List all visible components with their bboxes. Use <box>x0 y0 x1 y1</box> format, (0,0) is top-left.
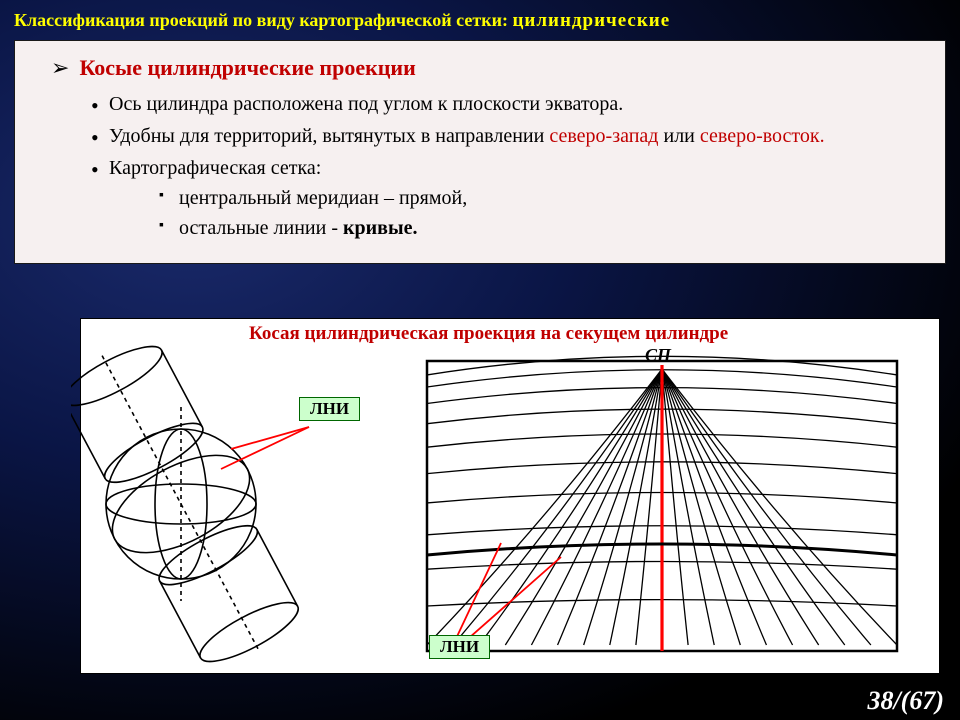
sub-bullet-1: центральный меридиан – прямой, <box>179 183 921 213</box>
bullet-list: Ось цилиндра расположена под углом к пло… <box>39 89 921 243</box>
lni-label-2: ЛНИ <box>429 635 490 659</box>
arrow-icon: ➢ <box>51 55 69 81</box>
heading-line: ➢ Косые цилиндрические проекции <box>39 55 921 81</box>
page-number: 38/(67) <box>867 686 944 716</box>
bullet-1: Ось цилиндра расположена под углом к пло… <box>109 89 921 119</box>
bullet-2: Удобны для территорий, вытянутых в напра… <box>109 121 921 151</box>
slide-title: Классификация проекций по виду картограф… <box>0 0 960 40</box>
sub-bullet-2: остальные линии - кривые. <box>179 213 921 243</box>
text-panel: ➢ Косые цилиндрические проекции Ось цили… <box>14 40 946 264</box>
lni-label-1: ЛНИ <box>299 397 360 421</box>
projection-grid-diagram <box>421 355 921 665</box>
diagram-panel: Косая цилиндрическая проекция на секущем… <box>80 318 940 674</box>
sub-bullet-list: центральный меридиан – прямой, остальные… <box>109 183 921 243</box>
title-emphasis: цилиндрические <box>512 10 670 31</box>
title-prefix: Классификация проекций по виду картограф… <box>14 10 508 30</box>
section-heading: Косые цилиндрические проекции <box>79 55 415 81</box>
globe-cylinder-diagram <box>71 329 331 669</box>
bullet-3: Картографическая сетка: центральный мери… <box>109 153 921 243</box>
